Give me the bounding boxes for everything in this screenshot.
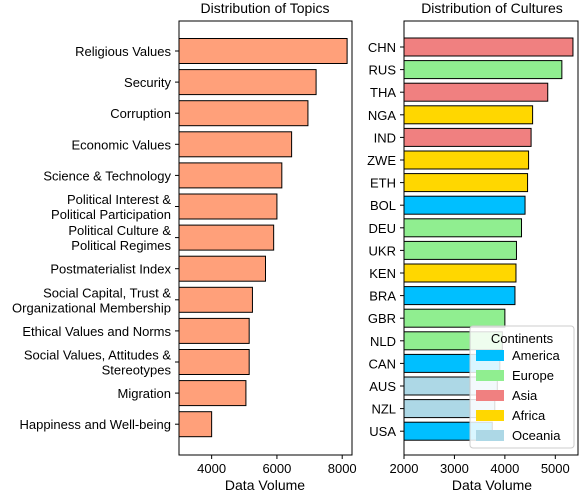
topics-chart-title: Distribution of Topics	[201, 0, 330, 16]
legend-label-america: America	[512, 348, 560, 363]
topic-bar-science-technology	[178, 162, 283, 189]
culture-bar-bol	[403, 195, 526, 215]
culture-bar-rus	[403, 60, 563, 80]
culture-bar-deu	[403, 218, 523, 238]
topic-y-tick-label: Political Culture &	[68, 223, 171, 238]
topic-y-tick-label: Happiness and Well-being	[19, 417, 171, 432]
topic-bar-security	[178, 69, 317, 96]
culture-y-tick-label: RUS	[369, 63, 397, 78]
culture-bar-ken	[403, 263, 517, 283]
topic-x-tick-label: 4000	[197, 461, 226, 476]
culture-x-tick-label: 4000	[490, 461, 519, 476]
topic-y-tick-label: Corruption	[110, 106, 171, 121]
topic-x-tick-label: 8000	[328, 461, 357, 476]
culture-bar-chn	[403, 37, 574, 57]
legend-swatch-africa	[476, 410, 504, 421]
topic-bar-happiness-and-well-being	[178, 411, 213, 438]
cultures-x-axis-label: Data Volume	[452, 477, 532, 493]
culture-y-tick-label: NLD	[370, 334, 396, 349]
topic-bar-economic-values	[178, 131, 293, 158]
topic-y-tick-label: Postmaterialist Index	[50, 262, 171, 277]
legend-label-asia: Asia	[512, 388, 538, 403]
legend-label-europe: Europe	[512, 368, 554, 383]
topic-x-tick-label: 6000	[262, 461, 291, 476]
legend-title: Continents	[491, 331, 554, 346]
culture-y-tick-label: NGA	[368, 108, 397, 123]
topic-y-tick-label: Social Capital, Trust &	[43, 285, 171, 300]
culture-y-tick-label: USA	[369, 424, 396, 439]
culture-bar-eth	[403, 173, 529, 193]
topic-y-tick-label: Economic Values	[72, 137, 172, 152]
legend-swatch-europe	[476, 370, 504, 381]
topics-x-axis-label: Data Volume	[225, 477, 305, 493]
legend-swatch-america	[476, 350, 504, 361]
culture-y-tick-label: NZL	[371, 402, 396, 417]
culture-y-tick-label: IND	[374, 130, 396, 145]
culture-y-tick-label: CHN	[368, 40, 396, 55]
topic-bar-postmaterialist-index	[178, 255, 266, 282]
topic-bar-political-interest-political-participation	[178, 193, 278, 220]
culture-x-tick-label: 5000	[541, 461, 570, 476]
culture-y-tick-label: AUS	[369, 379, 396, 394]
topic-y-tick-label: Security	[124, 75, 171, 90]
topic-bar-religious-values	[178, 38, 348, 64]
culture-y-tick-label: ZWE	[367, 153, 396, 168]
cultures-chart-title: Distribution of Cultures	[421, 0, 563, 16]
culture-y-tick-label: KEN	[369, 266, 396, 281]
cultures-chart: Distribution of Cultures CHN RUS THA NGA IND…	[367, 0, 579, 493]
culture-y-tick-label: GBR	[368, 311, 396, 326]
culture-bar-nga	[403, 105, 534, 125]
topic-bar-social-capital-trust-organizational-membership	[178, 286, 253, 313]
topic-y-tick-label: Organizational Membership	[12, 300, 171, 315]
culture-bar-zwe	[403, 150, 530, 170]
culture-x-tick-label: 3000	[440, 461, 469, 476]
topic-y-tick-label: Migration	[118, 386, 171, 401]
topic-bar-migration	[178, 380, 247, 407]
topic-y-tick-label: Religious Values	[75, 44, 171, 59]
topic-y-tick-label: Political Interest &	[67, 192, 171, 207]
topic-y-tick-label: Stereotypes	[102, 363, 172, 378]
topic-bar-political-culture-political-regimes	[178, 224, 275, 251]
culture-y-tick-label: THA	[370, 85, 396, 100]
topic-y-tick-label: Science & Technology	[43, 168, 171, 183]
legend-swatch-asia	[476, 390, 504, 401]
cultures-plot-frame	[403, 20, 579, 456]
culture-bar-tha	[403, 82, 549, 102]
culture-bar-gbr	[403, 308, 506, 328]
culture-y-tick-label: CAN	[369, 356, 396, 371]
legend-swatch-oceania	[476, 430, 504, 441]
topic-y-tick-label: Social Values, Attitudes &	[24, 348, 172, 363]
culture-bar-bra	[403, 286, 516, 306]
continents-legend: Continents America Europe Asia Africa Oceania	[469, 325, 575, 449]
topics-chart: Distribution of Topics Religious Values S…	[12, 0, 357, 493]
culture-y-tick-label: BOL	[370, 198, 396, 213]
topic-y-tick-label: Political Participation	[51, 207, 171, 222]
culture-y-tick-label: DEU	[369, 221, 396, 236]
legend-label-africa: Africa	[512, 408, 546, 423]
topic-bar-corruption	[178, 100, 309, 127]
culture-bar-ukr	[403, 240, 517, 260]
topic-y-tick-label: Political Regimes	[71, 238, 171, 253]
culture-y-tick-label: UKR	[369, 243, 396, 258]
topic-bar-ethical-values-and-norms	[178, 317, 250, 344]
culture-y-tick-label: BRA	[369, 289, 396, 304]
culture-y-tick-label: ETH	[370, 176, 396, 191]
topic-bar-social-values-attitudes-stereotypes	[178, 349, 250, 375]
legend-label-oceania: Oceania	[512, 428, 561, 443]
culture-x-tick-label: 2000	[390, 461, 419, 476]
culture-bar-ind	[403, 127, 532, 147]
topic-y-tick-label: Ethical Values and Norms	[22, 324, 171, 339]
